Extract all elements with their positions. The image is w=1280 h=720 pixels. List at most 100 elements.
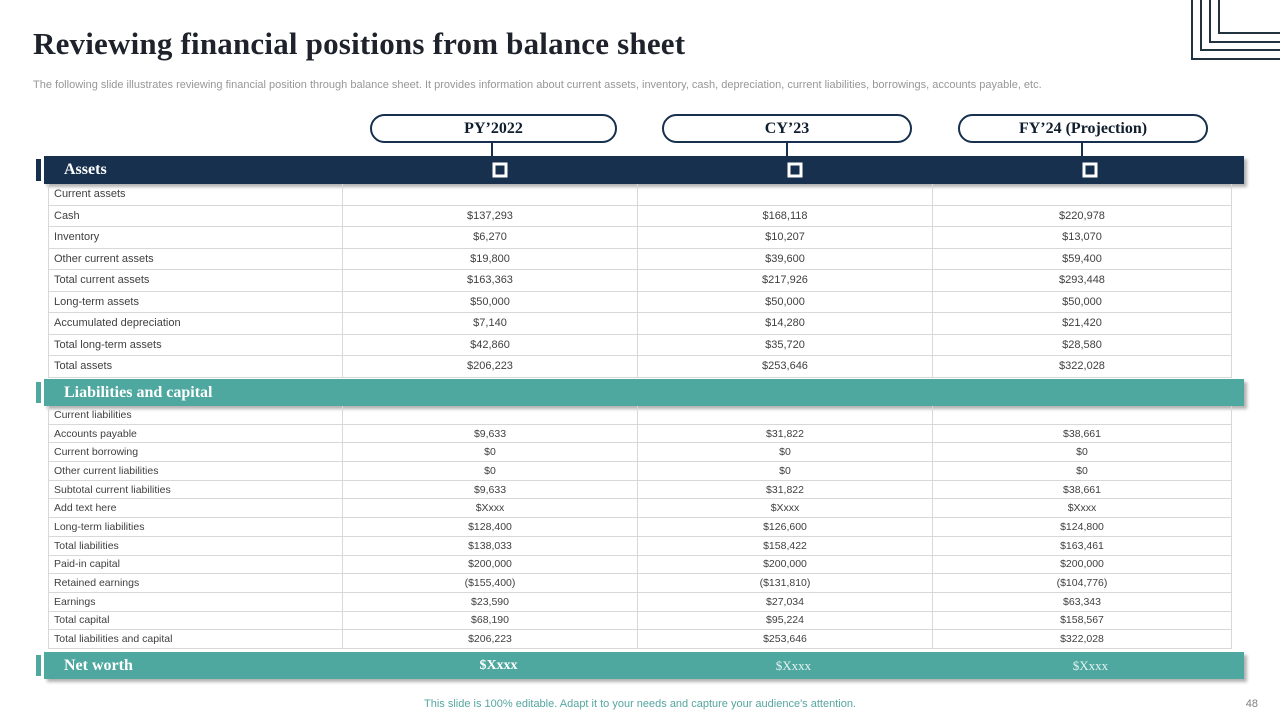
row-label: Long-term liabilities (48, 518, 343, 536)
net-worth-label: Net worth (64, 656, 133, 674)
row-label: Total liabilities and capital (48, 630, 343, 648)
row-value: $200,000 (933, 555, 1232, 574)
table-row: Current liabilities (48, 406, 1232, 425)
table-row: Add text here $Xxxx $Xxxx $Xxxx (48, 499, 1232, 519)
row-value: $0 (638, 462, 933, 480)
row-value: $28,580 (933, 334, 1232, 355)
bar-body: Net worth $Xxxx $Xxxx $Xxxx (44, 652, 1244, 679)
net-worth-value[interactable]: $Xxxx (1072, 657, 1109, 673)
logo-square (1209, 0, 1280, 43)
column-pill-label: FY’24 (Projection) (1018, 119, 1148, 137)
net-worth-value[interactable]: $Xxxx (479, 657, 518, 673)
row-label: Accounts payable (48, 424, 343, 443)
table-row: Accounts payable $9,633 $31,822 $38,661 (48, 424, 1232, 444)
table-row: Total liabilities $138,033 $158,422 $163,46… (48, 536, 1232, 556)
row-value: $206,223 (343, 630, 638, 648)
row-value: $200,000 (638, 555, 933, 574)
square-icon (1082, 162, 1098, 178)
pill-connector-line (1081, 143, 1083, 157)
row-value: $138,033 (343, 536, 638, 555)
page-number: 48 (1245, 698, 1258, 710)
page-title: Reviewing financial positions from balan… (33, 26, 686, 61)
table-row: Cash $137,293 $168,118 $220,978 (48, 205, 1232, 227)
row-value[interactable]: $Xxxx (638, 499, 933, 518)
logo-square (1200, 0, 1280, 51)
net-worth-value[interactable]: $Xxxx (775, 657, 812, 673)
row-value: $322,028 (933, 356, 1232, 377)
column-pill-py2022[interactable]: PY’2022 (370, 114, 617, 143)
liabilities-section-bar: Liabilities and capital (36, 379, 1244, 406)
table-row: Long-term liabilities $128,400 $126,600 $12… (48, 518, 1232, 537)
row-value (343, 406, 638, 424)
page-subtitle: The following slide illustrates reviewin… (33, 79, 1042, 91)
row-value: $158,567 (933, 611, 1232, 630)
column-pill-label: PY’2022 (464, 119, 523, 137)
liabilities-table-body: Current liabilities Accounts payable $9,63… (48, 406, 1232, 649)
row-value: $0 (638, 443, 933, 462)
row-value (638, 406, 933, 424)
row-label: Inventory (48, 227, 343, 248)
row-label: Subtotal current liabilities (48, 480, 343, 499)
assets-table-body: Current assets Cash $137,293 $168,118 $220,9… (48, 184, 1232, 378)
row-value: $168,118 (638, 205, 933, 226)
assets-section-bar: Assets (36, 156, 1244, 184)
row-label: Current borrowing (48, 443, 343, 462)
row-label: Current liabilities (48, 406, 343, 424)
row-value: $9,633 (343, 424, 638, 443)
row-value: $38,661 (933, 424, 1232, 443)
row-label: Long-term assets (48, 291, 343, 312)
row-value[interactable]: $Xxxx (933, 499, 1232, 518)
net-worth-values: $Xxxx $Xxxx $Xxxx (56, 652, 1240, 679)
square-icon (787, 162, 803, 178)
table-row: Other current assets $19,800 $39,600 $59,40… (48, 248, 1232, 270)
table-row: Subtotal current liabilities $9,633 $31,82… (48, 480, 1232, 500)
nested-squares-logo (1185, 0, 1280, 66)
bar-notch (36, 655, 41, 676)
row-value[interactable]: $Xxxx (343, 499, 638, 518)
row-value: $163,461 (933, 536, 1232, 555)
row-value: $253,646 (638, 630, 933, 648)
row-value: $128,400 (343, 518, 638, 536)
row-label: Accumulated depreciation (48, 313, 343, 334)
row-value: $38,661 (933, 480, 1232, 499)
row-label: Paid-in capital (48, 555, 343, 574)
bar-notch (36, 159, 41, 181)
row-label: Total liabilities (48, 536, 343, 555)
row-label: Other current liabilities (48, 462, 343, 480)
table-row: Inventory $6,270 $10,207 $13,070 (48, 227, 1232, 249)
row-value: $50,000 (933, 291, 1232, 312)
table-row: Total liabilities and capital $206,223 $25… (48, 630, 1232, 649)
row-value: $253,646 (638, 356, 933, 377)
row-value (933, 406, 1232, 424)
row-value (933, 184, 1232, 205)
table-row: Total assets $206,223 $253,646 $322,028 (48, 356, 1232, 378)
table-row: Total capital $68,190 $95,224 $158,567 (48, 611, 1232, 631)
row-value: $63,343 (933, 592, 1232, 611)
row-label: Other current assets (48, 248, 343, 269)
row-value: $220,978 (933, 205, 1232, 226)
row-value: $19,800 (343, 248, 638, 269)
table-row: Total long-term assets $42,860 $35,720 $28,… (48, 334, 1232, 356)
table-row: Paid-in capital $200,000 $200,000 $200,000 (48, 555, 1232, 575)
row-value: ($131,810) (638, 574, 933, 592)
row-value: $31,822 (638, 480, 933, 499)
table-row: Current borrowing $0 $0 $0 (48, 443, 1232, 463)
row-label: Total capital (48, 611, 343, 630)
column-pill-fy24[interactable]: FY’24 (Projection) (958, 114, 1208, 143)
row-value: $0 (343, 462, 638, 480)
row-value: $50,000 (638, 291, 933, 312)
net-worth-bar: Net worth $Xxxx $Xxxx $Xxxx (36, 652, 1244, 679)
row-value: $322,028 (933, 630, 1232, 648)
pill-connector-line (491, 143, 493, 157)
row-label[interactable]: Add text here (48, 499, 343, 518)
row-value: $163,363 (343, 270, 638, 291)
row-value: $68,190 (343, 611, 638, 630)
row-label: Current assets (48, 184, 343, 205)
table-row: Current assets (48, 184, 1232, 206)
row-value: $42,860 (343, 334, 638, 355)
row-value: $39,600 (638, 248, 933, 269)
row-value: $35,720 (638, 334, 933, 355)
row-value: $137,293 (343, 205, 638, 226)
column-pill-cy23[interactable]: CY’23 (662, 114, 912, 143)
table-row: Long-term assets $50,000 $50,000 $50,000 (48, 291, 1232, 313)
